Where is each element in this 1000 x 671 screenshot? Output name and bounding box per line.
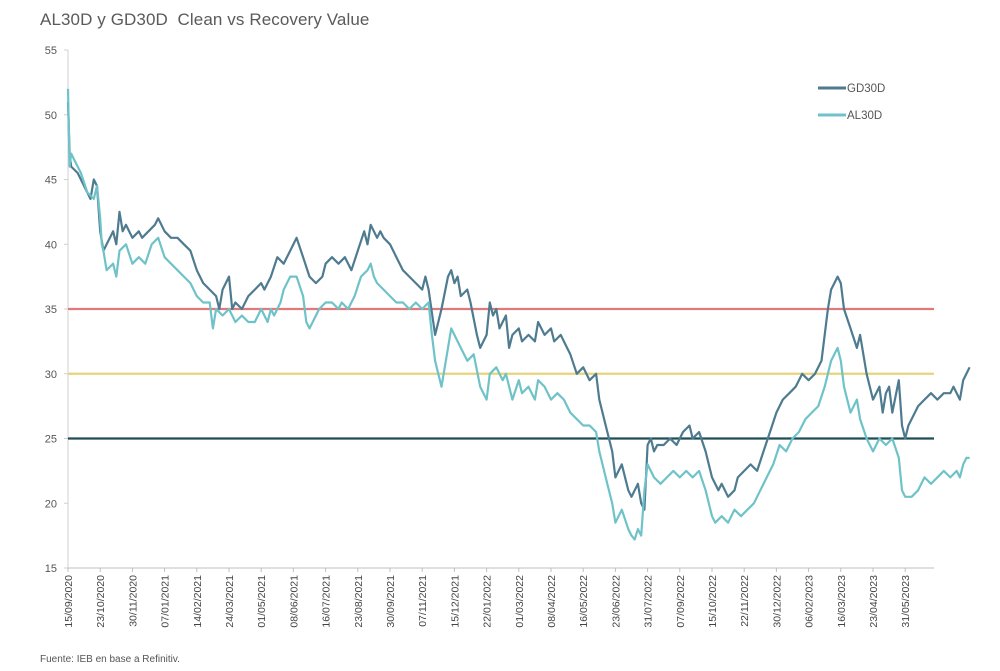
y-axis: 15 20 25 30 35 40 45 50 55: [45, 45, 69, 575]
y-tick-label: 45: [45, 175, 57, 187]
x-tick-label: 22/01/2022: [482, 575, 494, 628]
y-tick-label: 40: [45, 239, 57, 251]
y-tick-label: 25: [45, 434, 57, 446]
x-axis: 15/09/2020 23/10/2020 30/11/2020 07/01/2021…: [63, 567, 934, 628]
x-tick-label: 01/03/2022: [514, 575, 526, 628]
legend-label-al30d: AL30D: [847, 110, 882, 122]
y-tick-label: 35: [45, 304, 57, 316]
x-tick-label: 14/02/2021: [192, 575, 204, 628]
y-tick-label: 20: [45, 498, 57, 510]
y-tick-label: 55: [45, 45, 57, 57]
x-tick-label: 24/03/2021: [224, 575, 236, 628]
series-lines: [66, 88, 971, 541]
x-tick-label: 23/08/2021: [353, 575, 365, 628]
x-tick-label: 30/12/2022: [771, 575, 783, 628]
y-tick-label: 50: [45, 110, 57, 122]
x-tick-label: 31/05/2023: [900, 575, 912, 628]
x-tick-label: 15/09/2020: [63, 575, 75, 628]
series-line-al30d: [66, 88, 970, 541]
x-tick-label: 07/11/2021: [417, 575, 429, 627]
x-tick-label: 06/02/2023: [804, 575, 816, 628]
legend-label-gd30d: GD30D: [847, 83, 885, 95]
x-tick-label: 15/10/2022: [707, 575, 719, 628]
x-tick-label: 23/04/2023: [868, 575, 880, 628]
x-tick-label: 16/05/2022: [578, 575, 590, 628]
reference-lines: [68, 307, 934, 440]
x-tick-label: 08/06/2021: [288, 575, 300, 628]
series-line-gd30d: [66, 101, 971, 511]
chart-canvas: 15 20 25 30 35 40 45 50 55 15/09/2020 23/10/2020 3…: [45, 45, 971, 628]
y-tick-label: 15: [45, 563, 57, 575]
x-tick-label: 22/11/2022: [739, 575, 751, 627]
chart-title: AL30D y GD30D Clean vs Recovery Value: [40, 10, 370, 29]
x-tick-label: 30/09/2021: [385, 575, 397, 628]
x-tick-label: 07/09/2022: [675, 575, 687, 628]
x-tick-label: 23/06/2022: [610, 575, 622, 628]
x-tick-label: 16/03/2023: [836, 575, 848, 628]
legend: GD30D AL30D: [818, 83, 885, 122]
x-tick-label: 23/10/2020: [95, 575, 107, 628]
x-tick-label: 15/12/2021: [449, 575, 461, 628]
x-tick-label: 08/04/2022: [546, 575, 558, 628]
y-tick-label: 30: [45, 369, 57, 381]
x-tick-label: 01/05/2021: [256, 575, 268, 628]
source-note: Fuente: IEB en base a Refinitiv.: [40, 654, 180, 665]
x-tick-label: 07/01/2021: [160, 575, 172, 628]
x-tick-label: 16/07/2021: [321, 575, 333, 628]
x-tick-label: 30/11/2020: [127, 575, 139, 627]
x-tick-label: 31/07/2022: [643, 575, 655, 628]
